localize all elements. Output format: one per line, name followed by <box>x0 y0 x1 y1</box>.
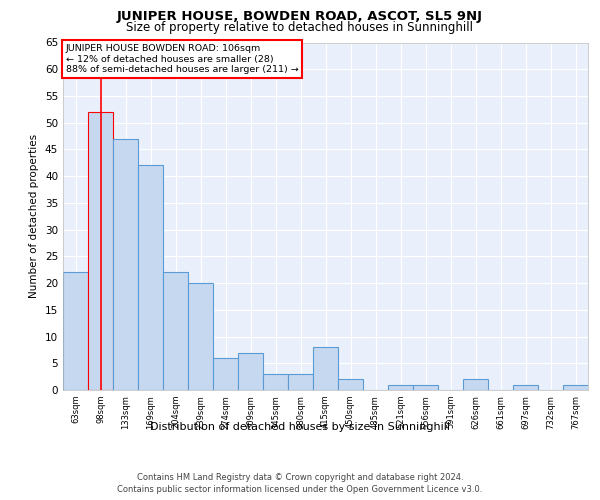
Bar <box>213 358 238 390</box>
Bar <box>413 384 438 390</box>
Text: Distribution of detached houses by size in Sunninghill: Distribution of detached houses by size … <box>150 422 450 432</box>
Bar <box>388 384 413 390</box>
Bar <box>113 138 138 390</box>
Y-axis label: Number of detached properties: Number of detached properties <box>29 134 40 298</box>
Bar <box>63 272 88 390</box>
Bar <box>338 380 363 390</box>
Bar <box>288 374 313 390</box>
Bar <box>513 384 538 390</box>
Text: JUNIPER HOUSE BOWDEN ROAD: 106sqm
← 12% of detached houses are smaller (28)
88% : JUNIPER HOUSE BOWDEN ROAD: 106sqm ← 12% … <box>65 44 298 74</box>
Bar <box>313 347 338 390</box>
Text: Size of property relative to detached houses in Sunninghill: Size of property relative to detached ho… <box>127 21 473 34</box>
Bar <box>563 384 588 390</box>
Bar <box>88 112 113 390</box>
Bar <box>138 166 163 390</box>
Text: Contains HM Land Registry data © Crown copyright and database right 2024.: Contains HM Land Registry data © Crown c… <box>137 472 463 482</box>
Bar <box>188 283 213 390</box>
Bar <box>163 272 188 390</box>
Bar <box>238 352 263 390</box>
Text: Contains public sector information licensed under the Open Government Licence v3: Contains public sector information licen… <box>118 485 482 494</box>
Text: JUNIPER HOUSE, BOWDEN ROAD, ASCOT, SL5 9NJ: JUNIPER HOUSE, BOWDEN ROAD, ASCOT, SL5 9… <box>117 10 483 23</box>
Bar <box>263 374 288 390</box>
Bar <box>463 380 488 390</box>
